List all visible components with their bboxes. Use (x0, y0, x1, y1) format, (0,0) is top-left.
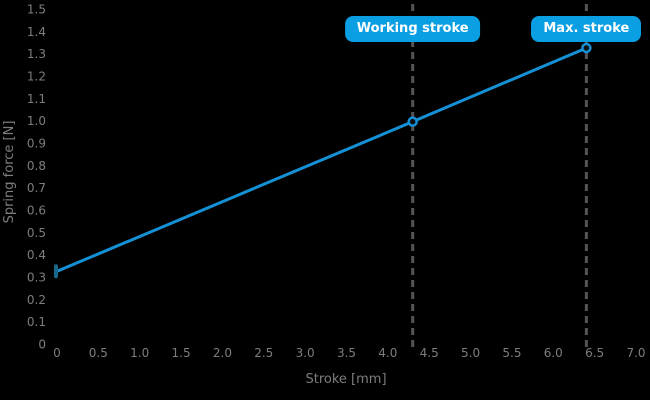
y-tick-label: 1.5 (27, 3, 46, 17)
x-tick-label: 4.0 (378, 346, 397, 360)
y-tick-label: 0.7 (27, 181, 46, 195)
y-tick-label: 0.8 (27, 159, 46, 173)
y-tick-label: 1.1 (27, 92, 46, 106)
y-tick-label: 1.0 (27, 114, 46, 128)
y-tick-label: 0.1 (27, 315, 46, 329)
y-tick-label: 0.6 (27, 204, 46, 218)
x-tick-label: 1.0 (130, 346, 149, 360)
y-tick-label: 1.4 (27, 25, 46, 39)
working-stroke-label-box: Working stroke (344, 16, 481, 42)
y-axis-title: Spring force [N] (2, 120, 17, 224)
x-axis-title: Stroke [mm] (305, 372, 387, 387)
y-tick-label: 0.4 (27, 248, 46, 262)
max-stroke-label-box: Max. stroke (531, 16, 642, 42)
y-tick-label: 0.2 (27, 293, 46, 307)
max-stroke-label: Max. stroke (543, 21, 630, 36)
x-tick-label: 7.0 (626, 346, 645, 360)
x-tick-label: 3.0 (296, 346, 315, 360)
x-tick-label: 6.5 (585, 346, 604, 360)
y-tick-label: 0.3 (27, 271, 46, 285)
x-tick-label: 0.5 (89, 346, 108, 360)
y-tick-label: 0 (38, 338, 46, 352)
x-tick-label: 5.5 (502, 346, 521, 360)
x-tick-label: 3.5 (337, 346, 356, 360)
x-tick-label: 1.5 (172, 346, 191, 360)
x-tick-label: 0 (53, 346, 61, 360)
working-stroke-label: Working stroke (356, 21, 469, 36)
x-tick-label: 6.0 (544, 346, 563, 360)
x-tick-label: 2.0 (213, 346, 232, 360)
x-tick-label: 4.5 (420, 346, 439, 360)
y-tick-label: 0.5 (27, 226, 46, 240)
y-tick-label: 1.2 (27, 70, 46, 84)
line-start-marker (54, 264, 58, 279)
y-tick-label: 1.3 (27, 47, 46, 61)
y-tick-label: 0.9 (27, 137, 46, 151)
x-tick-label: 2.5 (254, 346, 273, 360)
working-stroke-marker (407, 116, 418, 127)
x-tick-label: 5.0 (461, 346, 480, 360)
max-stroke-marker (581, 42, 592, 54)
spring-force-line (55, 46, 588, 273)
